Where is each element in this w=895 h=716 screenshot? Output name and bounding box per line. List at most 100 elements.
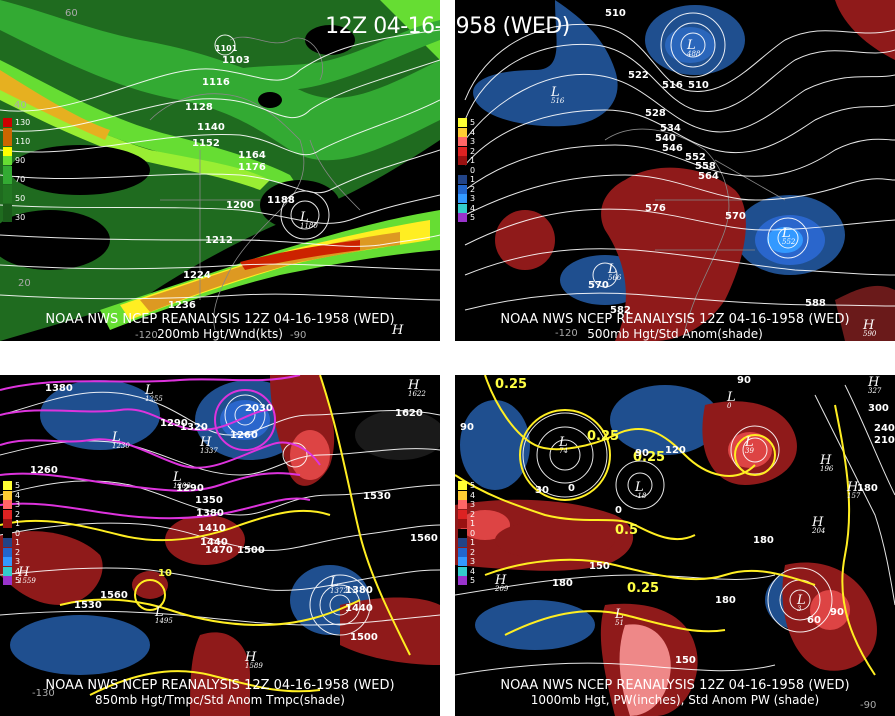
low-pressure-marker: L 1180: [300, 210, 318, 230]
low-pressure-marker: L 516: [551, 85, 565, 105]
contour-label: 1560: [100, 590, 128, 601]
contour-label: 120: [665, 445, 686, 456]
high-pressure-marker: H 1559: [18, 565, 36, 585]
contour-label: 1530: [74, 600, 102, 611]
high-pressure-marker: H 1622: [408, 378, 426, 398]
contour-label: 1188: [267, 195, 295, 206]
high-pressure-marker: H 590: [863, 318, 877, 338]
contour-label: 576: [645, 203, 666, 214]
low-pressure-marker: L 566: [608, 262, 622, 282]
contour-label: 150: [589, 561, 610, 572]
contour-label: 240: [874, 423, 895, 434]
low-pressure-marker: L 1495: [155, 605, 173, 625]
low-pressure-marker: L 39: [745, 435, 754, 455]
contour-label: 1260: [30, 465, 58, 476]
contour-label: 2030: [245, 403, 273, 414]
contour-label: 1152: [192, 138, 220, 149]
pw-label: 0.25: [587, 429, 620, 444]
grid-label: 40: [14, 100, 27, 111]
contour-label: 1101: [215, 44, 238, 53]
pw-label: 0.25: [633, 450, 666, 465]
contour-label: 552: [685, 152, 706, 163]
contour-label: 1140: [197, 122, 225, 133]
contour-label: 1380: [45, 383, 73, 394]
contour-label: 90: [460, 422, 474, 433]
contour-label: 546: [662, 143, 683, 154]
grid-label: 20: [18, 278, 31, 289]
grid-label: -130: [32, 688, 55, 699]
contour-label: 300: [868, 403, 889, 414]
anomaly-color-scale: 5 4 3 2 1 0 1 2 3 4 5: [458, 118, 475, 223]
anomaly-color-scale: 5 4 3 2 1 0 1 2 3 4 5: [3, 481, 20, 586]
grid-label: -90: [860, 700, 877, 711]
height-anomaly-map: [464, 0, 895, 341]
contour-label: 210: [874, 435, 895, 446]
contour-label: 528: [645, 108, 666, 119]
contour-label: 90: [635, 448, 649, 459]
high-pressure-marker: H: [392, 323, 404, 338]
contour-label: 1380: [196, 508, 224, 519]
contour-label: 1620: [395, 408, 423, 419]
contour-label: 1164: [238, 150, 266, 161]
precipitable-water-map: [455, 375, 895, 716]
contour-label: 1103: [222, 55, 250, 66]
low-pressure-marker: L -18: [635, 480, 647, 500]
contour-label: 0: [615, 505, 622, 516]
low-pressure-marker: L 488: [687, 38, 701, 58]
contour-label: 540: [655, 133, 676, 144]
anomaly-color-scale: 5 4 3 2 1 0 1 2 3 4 5: [458, 481, 475, 586]
low-pressure-marker: L 51: [615, 607, 624, 627]
contour-label: 90: [830, 607, 844, 618]
contour-label: 510: [605, 8, 626, 19]
wind-color-scale: 130 110 90 70 50 30: [3, 118, 30, 223]
contour-label: 60: [807, 615, 821, 626]
panel-caption: NOAA NWS NCEP REANALYSIS 12Z 04-16-1958 …: [45, 678, 395, 708]
grid-label: -120: [555, 328, 578, 339]
contour-label: 510: [688, 80, 709, 91]
high-pressure-marker: H 327: [868, 375, 882, 395]
contour-label: 1260: [230, 430, 258, 441]
contour-label: 0: [568, 483, 575, 494]
contour-label: 1470: [205, 545, 233, 556]
contour-label: 558: [695, 161, 716, 172]
panel-500mb: 5 4 3 2 1 0 1 2 3 4 5 510 516 510 522 52…: [455, 0, 895, 341]
temperature-label: 10: [158, 568, 172, 579]
contour-label: 180: [753, 535, 774, 546]
contour-label: 1560: [410, 533, 438, 544]
low-pressure-marker: L 1255: [145, 383, 163, 403]
low-pressure-marker: L 1203: [173, 470, 191, 490]
contour-label: 516: [662, 80, 683, 91]
panel-1000mb: 5 4 3 2 1 0 1 2 3 4 5 0.25 0.25 0.25 0.5…: [455, 375, 895, 716]
high-pressure-marker: H 204: [812, 515, 826, 535]
grid-label: -120: [135, 330, 158, 341]
panel-850mb: 5 4 3 2 1 0 1 2 3 4 5 1380 1260 1290 132…: [0, 375, 440, 716]
contour-label: 1350: [195, 495, 223, 506]
contour-label: 1236: [168, 300, 196, 311]
pw-label: 0.25: [627, 581, 660, 596]
contour-label: 1116: [202, 77, 230, 88]
contour-label: 1500: [350, 632, 378, 643]
high-pressure-marker: H 1589: [245, 650, 263, 670]
contour-label: 534: [660, 123, 681, 134]
high-pressure-marker: H 157: [847, 480, 861, 500]
pw-label: 0.25: [495, 377, 528, 392]
contour-label: 1380: [345, 585, 373, 596]
contour-label: 588: [805, 298, 826, 309]
high-pressure-marker: H 1337: [200, 435, 218, 455]
contour-label: 1500: [237, 545, 265, 556]
contour-label: 1320: [180, 422, 208, 433]
contour-label: 1128: [185, 102, 213, 113]
low-pressure-marker: L 1230: [112, 430, 130, 450]
contour-label: 1440: [345, 603, 373, 614]
low-pressure-marker: L 552: [782, 226, 796, 246]
pw-label: 0.5: [615, 523, 639, 538]
chart-title: 12Z 04-16-1958 (WED): [325, 14, 570, 39]
contour-label: 1212: [205, 235, 233, 246]
grid-label: 60: [65, 8, 78, 19]
contour-label: 1176: [238, 162, 266, 173]
contour-label: 1440: [200, 537, 228, 548]
contour-label: 522: [628, 70, 649, 81]
panel-caption: NOAA NWS NCEP REANALYSIS 12Z 04-16-1958 …: [45, 312, 395, 342]
